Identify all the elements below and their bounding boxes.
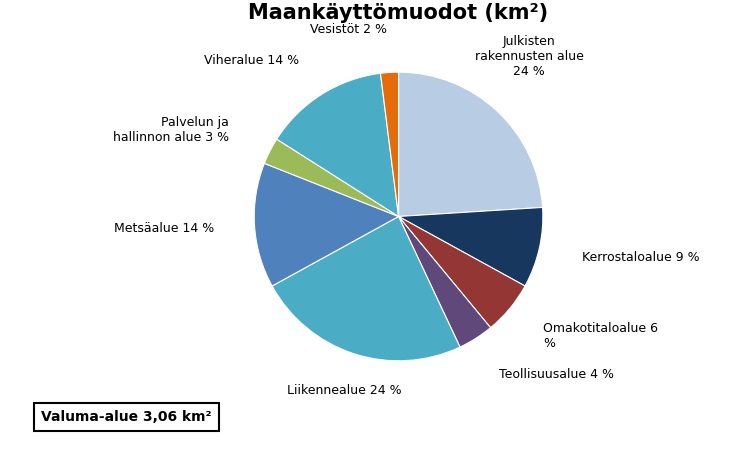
Wedge shape	[272, 216, 460, 361]
Wedge shape	[265, 139, 399, 216]
Text: Omakotitaloalue 6
%: Omakotitaloalue 6 %	[543, 322, 658, 350]
Text: Palvelun ja
hallinnon alue 3 %: Palvelun ja hallinnon alue 3 %	[113, 116, 229, 144]
Text: Teollisuusalue 4 %: Teollisuusalue 4 %	[499, 368, 614, 382]
Text: Liikennealue 24 %: Liikennealue 24 %	[287, 384, 402, 397]
Wedge shape	[399, 216, 490, 347]
Text: Metsäalue 14 %: Metsäalue 14 %	[114, 221, 214, 235]
Text: Viheralue 14 %: Viheralue 14 %	[205, 54, 299, 67]
Text: Valuma-alue 3,06 km²: Valuma-alue 3,06 km²	[41, 410, 212, 424]
Wedge shape	[399, 207, 543, 286]
Wedge shape	[254, 163, 399, 286]
Text: Julkisten
rakennusten alue
24 %: Julkisten rakennusten alue 24 %	[475, 35, 584, 78]
Text: Kerrostaloalue 9 %: Kerrostaloalue 9 %	[581, 251, 699, 264]
Text: Vesistöt 2 %: Vesistöt 2 %	[310, 23, 387, 36]
Title: Maankäyttömuodot (km²): Maankäyttömuodot (km²)	[248, 4, 549, 23]
Wedge shape	[399, 216, 525, 328]
Wedge shape	[399, 72, 543, 216]
Wedge shape	[381, 72, 399, 216]
Wedge shape	[277, 74, 399, 216]
